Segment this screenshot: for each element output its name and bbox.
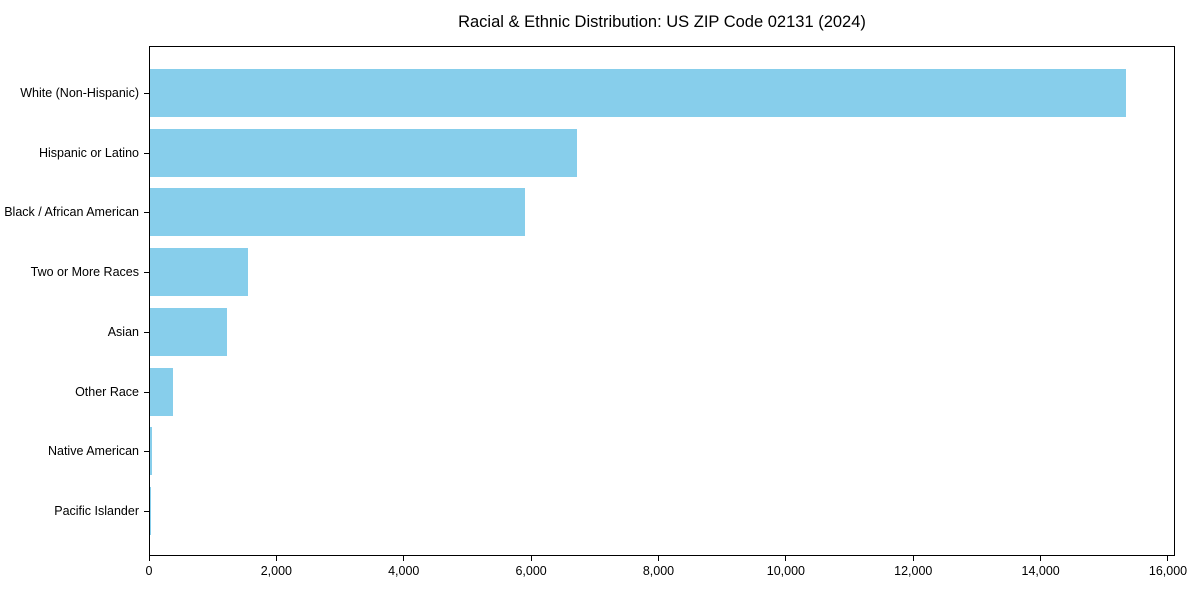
bar (150, 307, 227, 356)
x-tick-label: 14,000 (1021, 564, 1060, 578)
chart-title: Racial & Ethnic Distribution: US ZIP Cod… (458, 13, 866, 31)
bar-row: Black / African American (4, 188, 1174, 237)
y-tick-mark (144, 93, 149, 94)
y-tick-mark (144, 451, 149, 453)
bar-row: White (Non-Hispanic) (20, 69, 1174, 117)
plot-rows: White (Non-Hispanic) Hispanic or Latino Bl… (4, 47, 1174, 555)
x-tick-label: 12,000 (894, 564, 933, 578)
x-tick-mark (403, 556, 405, 561)
x-tick-label: 0 (145, 564, 153, 578)
x-tick-mark (657, 556, 659, 561)
y-tick-label: Other Race (75, 384, 139, 399)
x-tick-mark (1040, 556, 1042, 561)
y-tick-mark (144, 212, 149, 214)
y-tick-label: Two or More Races (30, 265, 139, 280)
x-tick-label: 10,000 (766, 564, 805, 578)
bar-row: Hispanic or Latino (39, 128, 1174, 177)
y-tick-label: Hispanic or Latino (38, 145, 139, 160)
bar (150, 367, 173, 416)
bar (150, 128, 578, 177)
y-tick-mark (144, 510, 149, 512)
x-tick-label: 2,000 (260, 564, 292, 578)
bar (150, 248, 248, 297)
y-tick-mark (144, 152, 149, 154)
bar-row: Asian (108, 307, 1174, 356)
bar-row: Native American (48, 427, 1174, 476)
bar-row: Two or More Races (31, 248, 1174, 297)
y-tick-label: Pacific Islander (54, 503, 139, 518)
y-tick-mark (144, 391, 149, 393)
bar (150, 427, 152, 476)
y-tick-mark (144, 331, 149, 333)
x-tick-label: 8,000 (642, 564, 675, 578)
bar (150, 69, 1126, 117)
x-tick-mark (912, 556, 914, 561)
x-tick-mark (148, 556, 150, 561)
bar-row: Other Race (75, 367, 1174, 416)
bar (150, 188, 526, 237)
x-tick-label: 6,000 (515, 564, 547, 578)
x-tick-mark (275, 556, 277, 561)
x-axis: 0 2,000 4,000 6,000 8,000 10,000 12,000 14,000 1… (145, 556, 1187, 586)
bar (150, 486, 151, 535)
y-tick-label: White (Non-Hispanic) (20, 86, 139, 100)
x-tick-label: 16,000 (1148, 564, 1188, 578)
x-tick-mark (530, 556, 532, 561)
bar-row: Pacific Islander (54, 486, 1174, 535)
y-tick-label: Black / African American (4, 205, 139, 220)
x-tick-mark (1167, 556, 1169, 561)
x-tick-mark (785, 556, 787, 561)
plot-area: White (Non-Hispanic) Hispanic or Latino Bl… (4, 46, 1175, 556)
y-tick-mark (144, 272, 149, 274)
y-tick-label: Asian (107, 324, 139, 339)
y-tick-label: Native American (47, 444, 139, 459)
x-tick-label: 4,000 (388, 564, 420, 578)
